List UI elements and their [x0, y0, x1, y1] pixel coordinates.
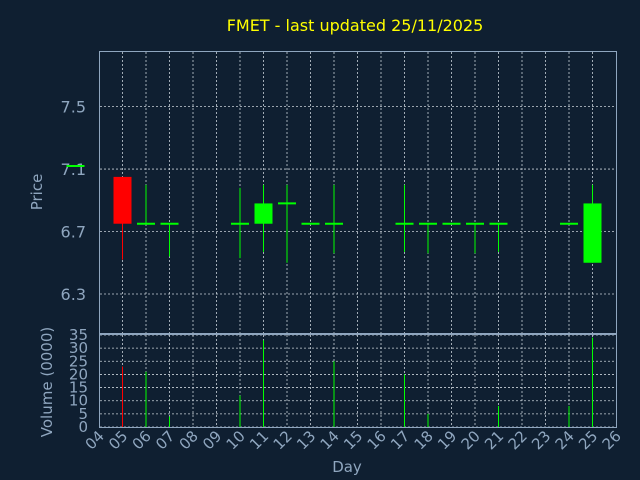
x-tick-label: 07 [152, 427, 178, 453]
volume-tick-label: 25 [69, 352, 88, 370]
x-tick-labels: 0405060708091011121314151617181920212223… [82, 427, 625, 453]
x-tick-label: 22 [505, 427, 531, 453]
x-tick-label: 24 [552, 427, 578, 453]
x-tick-label: 23 [528, 427, 554, 453]
price-tick-label: 6.7 [61, 223, 86, 242]
x-tick-label: 20 [458, 427, 484, 453]
volume-plot-frame [99, 334, 617, 428]
x-tick-label: 12 [270, 427, 296, 453]
x-tick-label: 10 [223, 427, 249, 453]
candles-group [66, 164, 602, 263]
x-tick-label: 08 [176, 427, 202, 453]
candle-body [113, 176, 132, 224]
volume-tick-label: 35 [69, 326, 88, 344]
x-tick-label: 18 [411, 427, 437, 453]
price-tick-labels: 6.3 6.7 7.1 7.5 [61, 98, 86, 304]
x-tick-label: 17 [387, 427, 413, 453]
x-tick-label: 25 [575, 427, 601, 453]
x-tick-label: 26 [599, 427, 625, 453]
x-axis-label: Day [332, 458, 362, 476]
volume-tick-label: 20 [69, 365, 88, 383]
chart-title: FMET - last updated 25/11/2025 [227, 16, 484, 35]
volume-tick-label: 10 [69, 392, 88, 410]
x-tick-label: 13 [293, 427, 319, 453]
x-tick-label: 15 [340, 427, 366, 453]
price-plot-frame [99, 51, 617, 334]
price-tick-label: 7.1 [61, 160, 86, 179]
price-tick-label: 6.3 [61, 285, 86, 304]
x-tick-label: 05 [105, 427, 131, 453]
x-tick-label: 21 [481, 427, 507, 453]
x-tick-label: 16 [364, 427, 390, 453]
volume-bars-group [122, 337, 593, 427]
x-tick-label: 19 [434, 427, 460, 453]
x-tick-label: 11 [246, 427, 272, 453]
volume-grid [100, 334, 616, 428]
candle-body [254, 203, 273, 224]
price-tick-label: 7.5 [61, 98, 86, 117]
x-tick-label: 14 [317, 427, 343, 453]
price-axis-label: Price [28, 174, 46, 211]
candle-body [583, 203, 602, 263]
x-tick-label: 09 [199, 427, 225, 453]
price-grid [100, 52, 616, 333]
volume-tick-label: 0 [78, 418, 88, 436]
volume-tick-label: 5 [78, 405, 88, 423]
x-tick-label: 06 [129, 427, 155, 453]
volume-axis-label: Volume (0000) [38, 327, 56, 437]
volume-tick-label: 15 [69, 379, 88, 397]
volume-tick-label: 30 [69, 339, 88, 357]
